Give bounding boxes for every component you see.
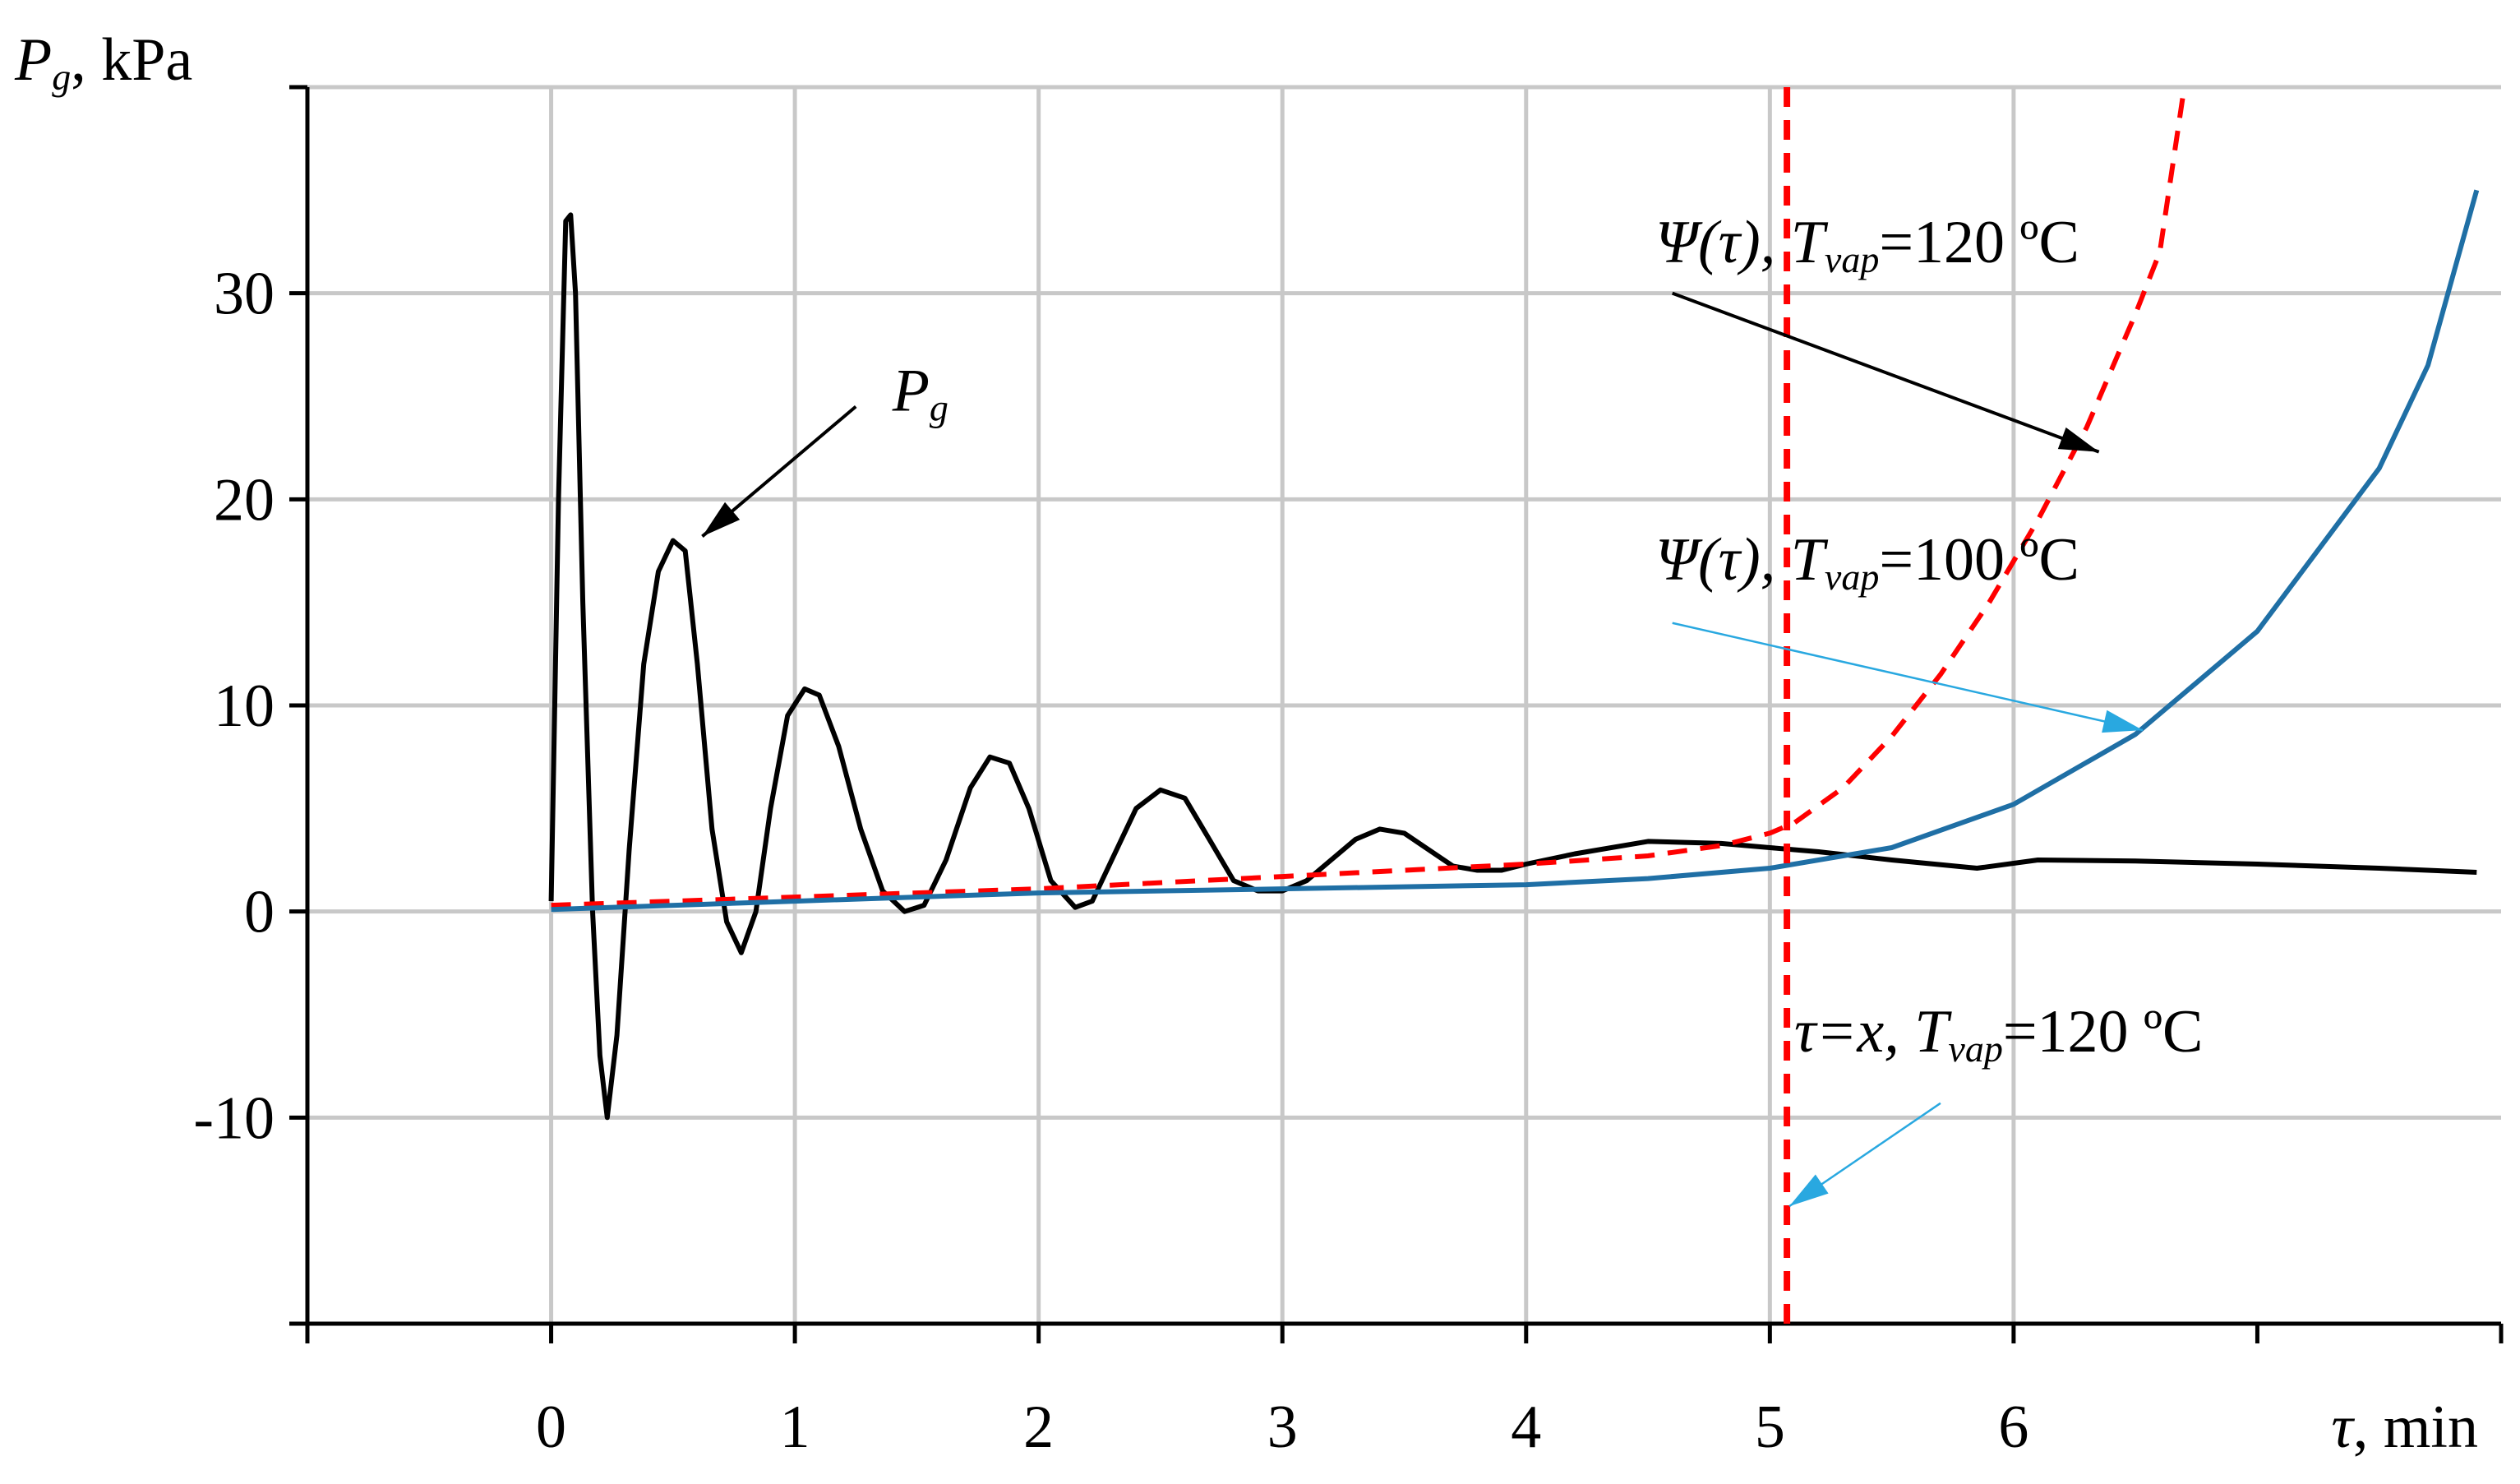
annotation-pg_label: Pg: [892, 358, 948, 429]
labels: Pg, kPa τ, min Pg Ψ(τ), Tvap=120 ºC Ψ(τ), Tv…: [14, 26, 2478, 1461]
grid: [307, 85, 2501, 1324]
arrow-head-tau_x_label: [1789, 1174, 1829, 1207]
y-tick-label: 30: [214, 261, 275, 328]
series-line-psi120: [551, 86, 2187, 908]
series-line-psi100: [551, 189, 2480, 913]
annotations: [701, 291, 2144, 1208]
annotation-tau_x_label: τ=x, Tvap=120 ºC: [1794, 998, 2203, 1070]
y-tick-label: 20: [214, 466, 275, 534]
x-tick-label: 1: [780, 1394, 810, 1461]
y-axis-title: Pg, kPa: [14, 26, 192, 98]
axes: -10 0 10 20 30 0 1 2 3 4 5 6: [193, 85, 2504, 1461]
x-tick-label: 2: [1023, 1394, 1054, 1461]
x-tick-label: 5: [1755, 1394, 1785, 1461]
arrow-head-psi120_label: [2057, 427, 2099, 452]
series-line-pg: [548, 212, 2477, 1121]
x-tick-label: 0: [536, 1394, 566, 1461]
y-tick-label: 0: [244, 879, 275, 946]
annotation-psi100_label: Ψ(τ), Tvap=100 ºC: [1655, 526, 2079, 598]
arrow-line-psi100_label: [1672, 622, 2144, 732]
arrow-line-psi120_label: [1672, 291, 2100, 454]
y-tick-label: 10: [214, 673, 275, 740]
x-tick-label: 6: [1998, 1394, 2028, 1461]
x-tick-label: 3: [1267, 1394, 1298, 1461]
annotation-psi120_label: Ψ(τ), Tvap=120 ºC: [1655, 209, 2079, 280]
series: [548, 86, 2480, 1324]
arrow-head-psi100_label: [2102, 710, 2144, 733]
y-tick-label: -10: [193, 1084, 275, 1152]
x-tick-label: 4: [1511, 1394, 1541, 1461]
x-axis-title: τ, min: [2331, 1394, 2478, 1461]
arrow-head-pg_label: [702, 502, 741, 537]
